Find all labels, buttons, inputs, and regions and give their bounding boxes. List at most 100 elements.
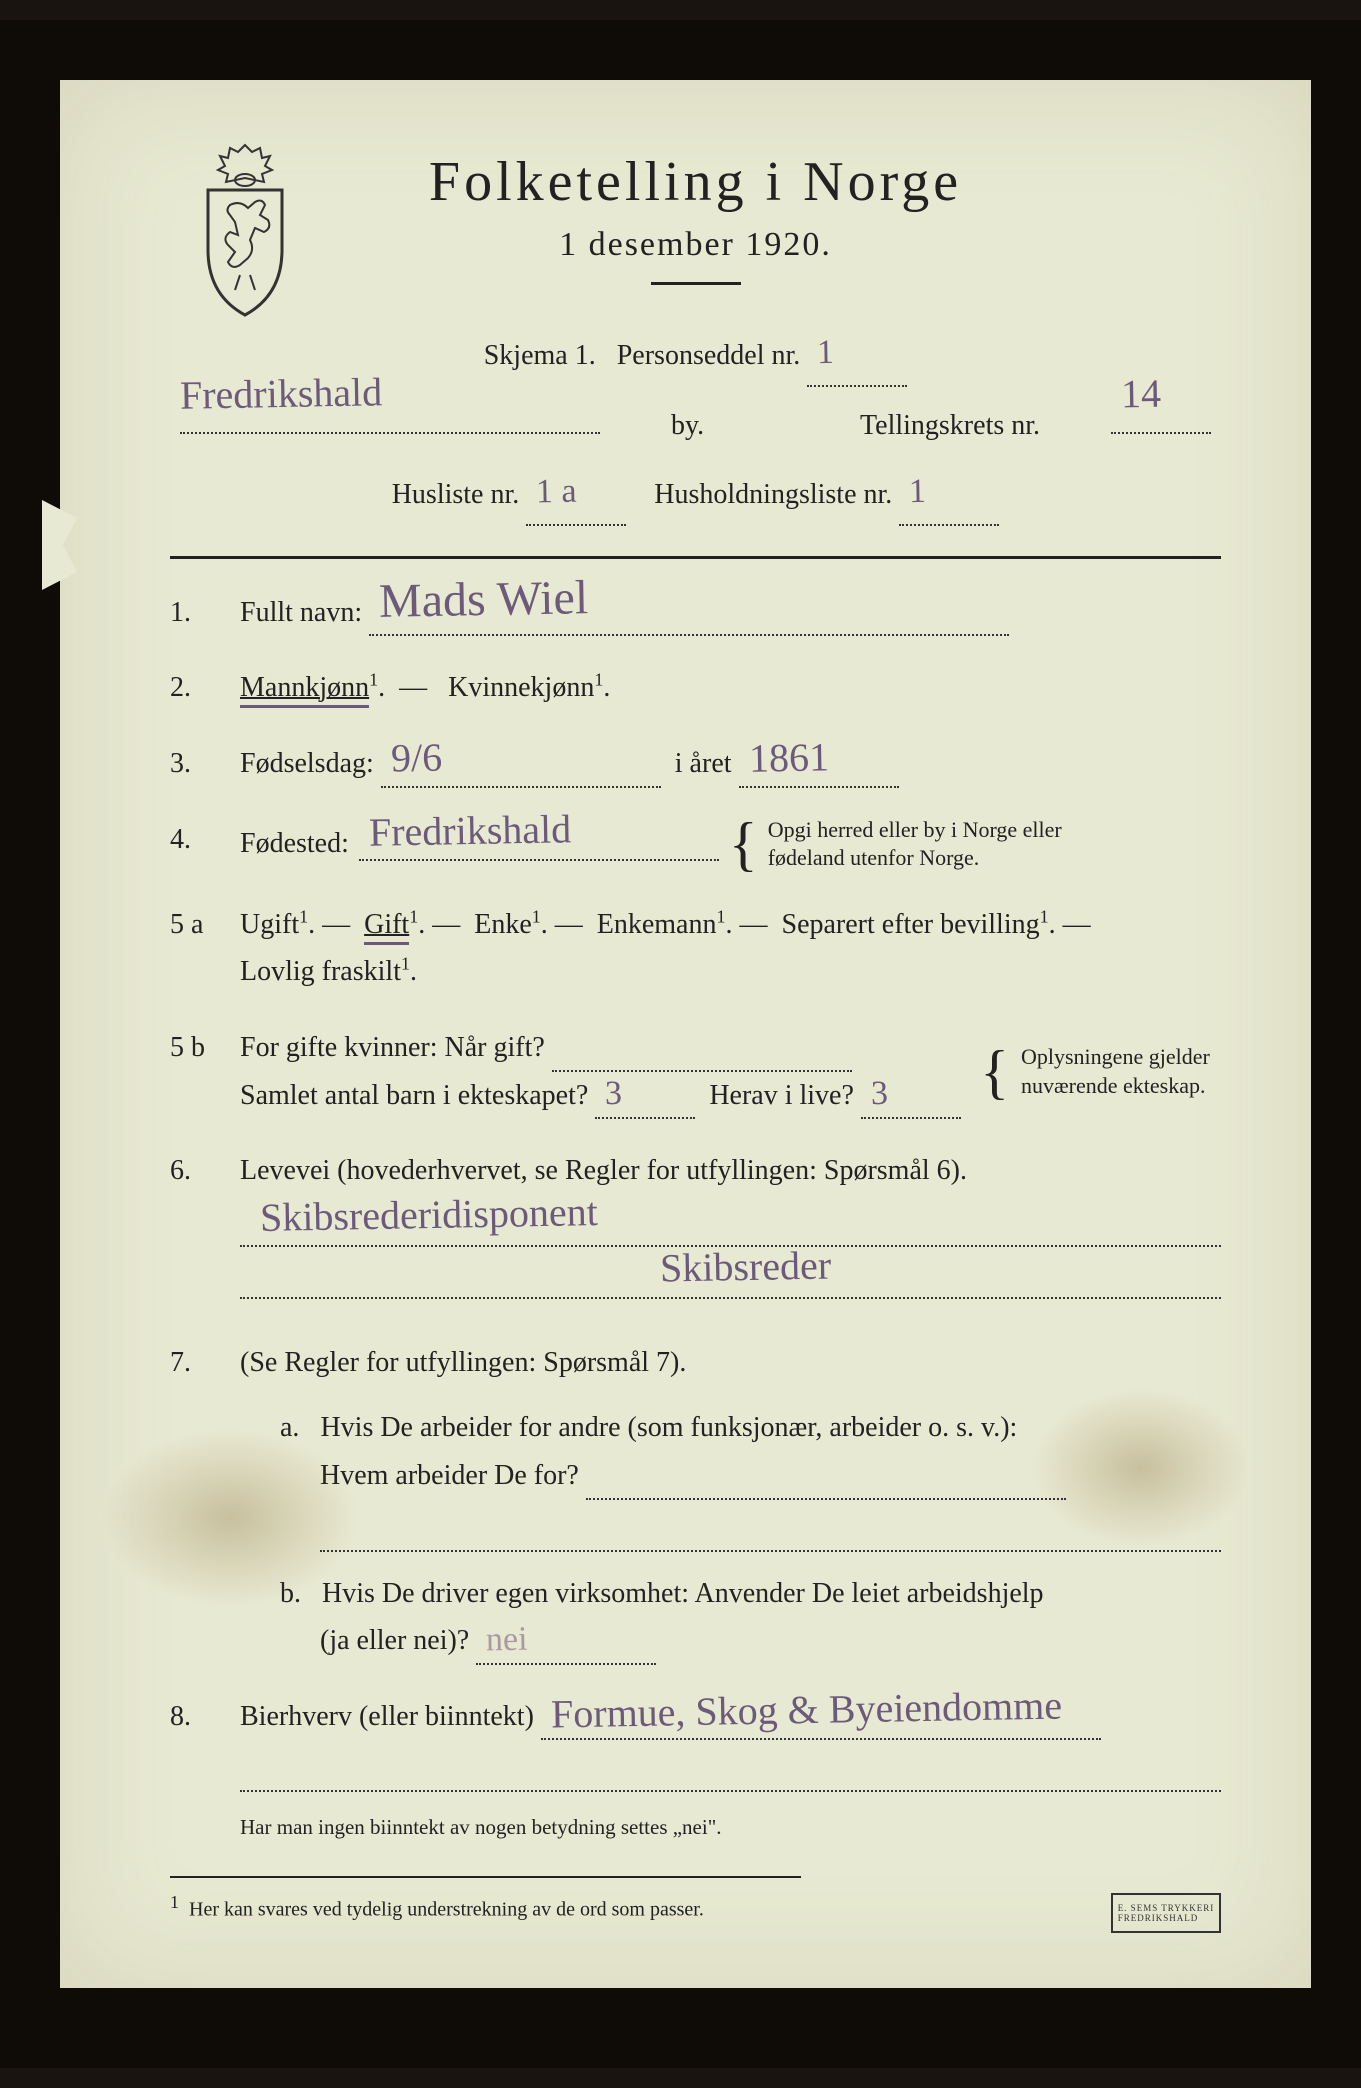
q6-num: 6. [170,1147,240,1195]
q7b-label: b. [280,1578,301,1609]
husholdning-field: 1 [899,492,999,526]
by-value: Fredrikshald [179,348,383,440]
q5b-line2b-label: Herav i live? [709,1080,854,1111]
husholdning-label: Husholdningsliste nr. [654,479,892,510]
q5b-gift-field [552,1038,852,1072]
tellingskrets-field: 14 [1111,400,1211,434]
q7a: a. Hvis De arbeider for andre (som funks… [280,1404,1221,1551]
document-title: Folketelling i Norge [170,150,1221,214]
footnote-marker: 1 [170,1892,179,1912]
q5b-line1-label: For gifte kvinner: Når gift? [240,1032,545,1063]
questions-block: 1. Fullt navn: Mads Wiel 2. Mannkjønn1. … [170,589,1221,1846]
q5a-gift: Gift [364,909,409,945]
q7b-value: nei [486,1611,529,1670]
q5b-num: 5 b [170,1024,240,1072]
q5b-live-field: 3 [861,1086,961,1120]
question-7: 7. (Se Regler for utfyllingen: Spørsmål … [170,1339,1221,1665]
question-4: 4. Fødested: Fredrikshald { Opgi herred … [170,816,1221,873]
q7b-field: nei [476,1631,656,1665]
personseddel-value: 1 [817,316,835,391]
q7a-field [586,1466,1066,1500]
husholdning-value: 1 [909,455,927,530]
q8-num: 8. [170,1693,240,1741]
q4-label: Fødested: [240,820,349,868]
q5a-enkemann: Enkemann [597,909,717,940]
scan-frame: Folketelling i Norge 1 desember 1920. Sk… [0,20,1361,2068]
q8-label: Bierhverv (eller biinntekt) [240,1701,534,1732]
q3-year-value: 1861 [748,723,829,792]
sup: 1 [594,670,603,690]
q7b-text2: (ja eller nei)? [320,1625,469,1656]
printer-stamp: E. SEMS TRYKKERIFREDRIKSHALD [1111,1893,1221,1933]
q3-year-field: 1861 [739,754,899,788]
q5a-ugift: Ugift [240,909,299,940]
footnote: 1 Her kan svares ved tydelig understrekn… [170,1892,1221,1922]
personseddel-field: 1 [807,353,907,387]
question-2: 2. Mannkjønn1. — Kvinnekjønn1. [170,664,1221,712]
q2-num: 2. [170,664,240,712]
q3-day-value: 9/6 [390,723,442,792]
question-3: 3. Fødselsdag: 9/6 i året 1861 [170,740,1221,788]
q7a-text2: Hvem arbeider De for? [320,1460,579,1491]
q7b: b. Hvis De driver egen virksomhet: Anven… [280,1570,1221,1665]
q5a-fraskilt: Lovlig fraskilt [240,956,401,987]
form-meta: Skjema 1. Personseddel nr. 1 Fredrikshal… [170,325,1221,526]
q8-field-2 [240,1752,1221,1792]
footnote-text: Her kan svares ved tydelig understreknin… [189,1899,704,1921]
q5a-separert: Separert efter bevilling [782,909,1040,940]
q6-value-2: Skibsreder [659,1231,831,1302]
q4-num: 4. [170,816,240,864]
question-5a: 5 a Ugift1. — Gift1. — Enke1. — Enkemann… [170,901,1221,996]
document-paper: Folketelling i Norge 1 desember 1920. Sk… [60,80,1311,1988]
q2-mann: Mannkjønn [240,672,369,708]
q4-value: Fredrikshald [368,795,571,867]
tellingskrets-label: Tellingskrets nr. [860,395,1040,457]
q3-day-field: 9/6 [381,754,661,788]
q8-value: Formue, Skog & Byeiendomme [550,1672,1062,1749]
personseddel-label: Personseddel nr. [617,340,801,371]
title-divider [651,282,741,285]
crest-svg [180,140,310,320]
q5b-line2a-label: Samlet antal barn i ekteskapet? [240,1080,588,1111]
footnote-divider [170,1876,801,1878]
document-header: Folketelling i Norge 1 desember 1920. [170,150,1221,285]
husliste-value: 1 a [536,455,578,530]
by-field: Fredrikshald [180,400,600,434]
meta-line-by: Fredrikshald by. Tellingskrets nr. 14 [170,395,1221,457]
q5a-enke: Enke [474,909,532,940]
q5b-live-value: 3 [870,1065,888,1123]
q6-value-1: Skibsrederidisponent [259,1178,598,1252]
question-5b: 5 b For gifte kvinner: Når gift? Samlet … [170,1024,1221,1119]
q8-note: Har man ingen biinntekt av nogen betydni… [240,1810,1221,1846]
sup: 1 [369,670,378,690]
skjema-label: Skjema 1. [484,340,596,371]
brace-icon: { [729,820,758,868]
husliste-field: 1 a [526,492,626,526]
q6-field-2: Skibsreder [240,1259,1221,1299]
q7-label: (Se Regler for utfyllingen: Spørsmål 7). [240,1347,686,1378]
q1-field: Mads Wiel [369,603,1009,637]
q5b-brace-note: Oplysningene gjelder nuværende ekteskap. [1021,1043,1221,1100]
q7a-text1: Hvis De arbeider for andre (som funksjon… [320,1412,1017,1443]
tellingskrets-value: 14 [1120,349,1162,438]
q1-num: 1. [170,589,240,637]
q1-label: Fullt navn: [240,597,362,628]
q3-num: 3. [170,740,240,788]
q4-field: Fredrikshald [359,827,719,861]
husliste-label: Husliste nr. [392,479,520,510]
q1-value: Mads Wiel [378,557,589,642]
coat-of-arms-icon [180,140,310,320]
q7-num: 7. [170,1339,240,1387]
section-divider [170,556,1221,559]
meta-line-husliste: Husliste nr. 1 a Husholdningsliste nr. 1 [170,464,1221,526]
brace-icon: { [980,1048,1009,1096]
q5a-num: 5 a [170,901,240,949]
question-8: 8. Bierhverv (eller biinntekt) Formue, S… [170,1693,1221,1846]
q8-field: Formue, Skog & Byeiendomme [541,1707,1101,1741]
q5b-barn-field: 3 [595,1086,695,1120]
q7a-field-2 [320,1512,1221,1552]
q3-year-label: i året [675,748,732,779]
q4-brace-note: Opgi herred eller by i Norge eller fødel… [768,816,1068,873]
q7b-text1: Hvis De driver egen virksomhet: Anvender… [322,1578,1044,1609]
document-subtitle: 1 desember 1920. [170,226,1221,264]
